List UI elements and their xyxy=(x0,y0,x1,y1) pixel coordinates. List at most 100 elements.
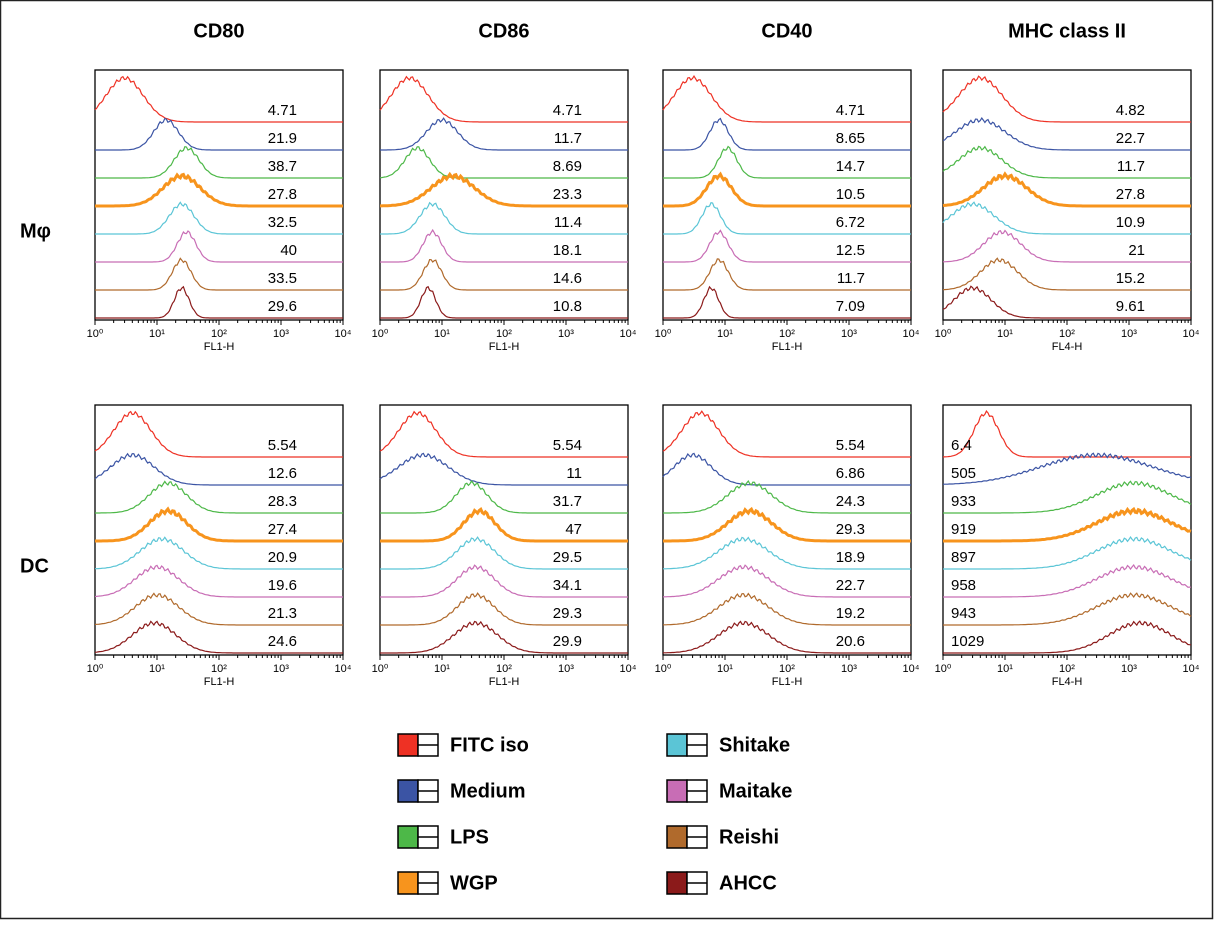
legend-label: LPS xyxy=(450,826,489,848)
value-label: 933 xyxy=(951,493,976,510)
legend-swatch xyxy=(666,733,688,757)
value-label: 20.6 xyxy=(836,633,865,650)
value-label: 10.9 xyxy=(1116,214,1145,231)
column-title: MHC class II xyxy=(1008,20,1126,42)
histogram-curve xyxy=(380,117,628,151)
x-tick-label: 10⁰ xyxy=(655,663,672,675)
legend-swatch xyxy=(397,871,419,895)
x-tick-label: 10⁰ xyxy=(935,663,952,675)
value-label: 38.7 xyxy=(268,158,297,175)
value-label: 958 xyxy=(951,577,976,594)
x-tick-label: 10⁰ xyxy=(87,328,104,340)
histogram-curve xyxy=(95,257,343,291)
histogram-curve xyxy=(95,285,343,319)
histogram-curve xyxy=(95,117,343,151)
histogram-curve xyxy=(94,620,343,654)
x-tick-label: 10⁴ xyxy=(1183,663,1200,675)
histogram-curve xyxy=(95,480,343,514)
legend-label: Reishi xyxy=(719,826,779,848)
x-tick-label: 10⁴ xyxy=(903,663,920,675)
column-title: CD86 xyxy=(478,20,529,42)
value-label: 23.3 xyxy=(553,186,582,203)
histogram-curve xyxy=(663,285,911,319)
value-label: 31.7 xyxy=(553,493,582,510)
value-label: 19.6 xyxy=(268,577,297,594)
x-tick-label: 10² xyxy=(211,328,227,340)
x-tick-label: 10³ xyxy=(1121,663,1137,675)
value-label: 4.71 xyxy=(553,102,582,119)
x-tick-label: 10³ xyxy=(273,663,289,675)
value-label: 11.7 xyxy=(837,270,865,287)
x-tick-label: 10² xyxy=(211,663,227,675)
histogram-curve xyxy=(380,506,628,543)
histogram-curve xyxy=(663,592,911,626)
value-label: 8.65 xyxy=(836,130,865,147)
x-axis-label: FL1-H xyxy=(772,341,803,353)
value-label: 40 xyxy=(280,242,297,259)
value-label: 14.7 xyxy=(836,158,865,175)
legend-label: Maitake xyxy=(719,780,792,802)
x-tick-label: 10⁰ xyxy=(655,328,672,340)
value-label: 12.6 xyxy=(268,465,297,482)
histogram-curve xyxy=(94,592,343,626)
histogram-curve xyxy=(94,75,343,123)
histogram-curve xyxy=(943,620,1192,654)
histogram-curve xyxy=(663,202,911,235)
x-tick-label: 10³ xyxy=(558,328,574,340)
value-label: 14.6 xyxy=(553,270,582,287)
x-tick-label: 10¹ xyxy=(997,663,1013,675)
value-label: 4.82 xyxy=(1116,102,1145,119)
value-label: 21.9 xyxy=(268,130,297,147)
value-label: 943 xyxy=(951,605,976,622)
legend-label: Shitake xyxy=(719,734,790,756)
x-tick-label: 10¹ xyxy=(717,663,733,675)
histogram-curve xyxy=(94,410,343,458)
histogram-curve xyxy=(662,564,911,598)
value-label: 11.7 xyxy=(554,130,582,147)
value-label: 29.6 xyxy=(268,298,297,315)
x-tick-label: 10² xyxy=(779,328,795,340)
legend-label: FITC iso xyxy=(450,734,529,756)
histogram-curve xyxy=(380,285,628,319)
x-tick-label: 10² xyxy=(496,663,512,675)
histogram-curve xyxy=(662,620,911,654)
legend-label: WGP xyxy=(450,872,498,894)
value-label: 27.4 xyxy=(268,521,297,538)
legend-swatch xyxy=(397,825,419,849)
value-label: 6.4 xyxy=(951,437,972,454)
column-title: CD80 xyxy=(193,20,244,42)
histogram-curve xyxy=(379,146,628,179)
value-label: 29.5 xyxy=(553,549,582,566)
histogram-curve xyxy=(380,564,628,598)
x-tick-label: 10⁴ xyxy=(620,663,637,675)
x-tick-label: 10¹ xyxy=(997,328,1013,340)
histogram-curve xyxy=(943,536,1192,570)
value-label: 18.1 xyxy=(553,242,582,259)
x-axis-label: FL1-H xyxy=(204,676,235,688)
value-label: 15.2 xyxy=(1116,270,1145,287)
histogram-curve xyxy=(942,75,1191,123)
x-axis-label: FL1-H xyxy=(489,341,520,353)
value-label: 27.8 xyxy=(268,186,297,203)
value-label: 22.7 xyxy=(1116,130,1145,147)
x-tick-label: 10⁰ xyxy=(87,663,104,675)
value-label: 6.86 xyxy=(836,465,865,482)
x-tick-label: 10⁴ xyxy=(335,328,352,340)
histogram-curve xyxy=(943,229,1191,263)
histogram-curve xyxy=(94,564,343,598)
value-label: 5.54 xyxy=(553,437,582,454)
histogram-curve xyxy=(663,536,911,570)
histogram-curve xyxy=(95,230,343,263)
x-tick-label: 10¹ xyxy=(149,328,165,340)
value-label: 22.7 xyxy=(836,577,865,594)
value-label: 19.2 xyxy=(836,605,865,622)
histogram-curve xyxy=(94,452,343,486)
histogram-curve xyxy=(663,258,911,291)
histogram-curve xyxy=(380,258,628,291)
histogram-curve xyxy=(943,506,1192,543)
x-axis-label: FL1-H xyxy=(204,341,235,353)
x-tick-label: 10⁰ xyxy=(372,328,389,340)
histogram-curve xyxy=(379,410,628,458)
